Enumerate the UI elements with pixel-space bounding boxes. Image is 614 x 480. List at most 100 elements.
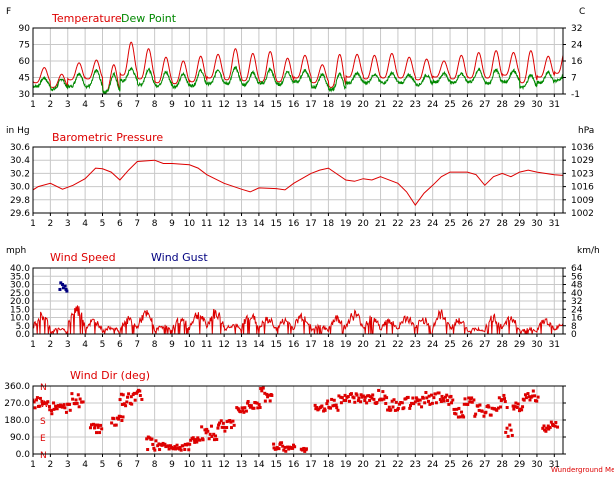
wind-direction-point	[399, 400, 403, 404]
wind-direction-point	[33, 398, 35, 402]
wind-direction-point	[370, 396, 374, 400]
wind-direction-point	[81, 400, 85, 404]
wind-direction-point	[492, 407, 496, 411]
x-tick-label: 21	[375, 460, 386, 470]
temperature-yticks-right: 32 24 16 7 -1	[571, 24, 583, 100]
x-tick-label: 14	[253, 460, 265, 470]
x-tick-label: 19	[340, 100, 352, 110]
wind-direction-point	[212, 438, 216, 442]
wind-direction-point	[328, 406, 332, 410]
pressure-chart: in Hg Barometric Pressure hPa 30.630.430…	[6, 126, 594, 229]
wind-direction-point	[55, 407, 59, 411]
x-tick-label: 8	[152, 219, 158, 229]
x-tick-label: 29	[514, 100, 526, 110]
x-tick-label: 3	[65, 340, 71, 350]
wind-direction-point	[533, 394, 537, 398]
wind-direction-point	[217, 423, 221, 427]
wind-direction-point	[35, 396, 39, 400]
x-tick-label: 27	[479, 219, 490, 229]
y-tick-label-left: 40.0	[10, 264, 30, 274]
wind-direction-point	[505, 426, 509, 430]
wind-direction-compass-labels: NWSEN	[40, 383, 49, 461]
x-tick-label: 12	[218, 100, 229, 110]
wind-direction-point	[466, 402, 470, 406]
wind-direction-point	[336, 408, 340, 412]
wind-direction-point	[447, 402, 451, 406]
wind-direction-point	[556, 425, 560, 429]
wind-direction-point	[113, 423, 117, 427]
wind-direction-point	[209, 424, 213, 428]
wind-direction-point	[470, 400, 474, 404]
wind-direction-point	[130, 402, 134, 406]
x-tick-label: 30	[531, 460, 543, 470]
x-tick-label: 23	[410, 340, 421, 350]
pressure-yticks-left: 30.6 30.4 30.2 30.0 29.8 29.6	[10, 143, 30, 219]
wind-direction-point	[205, 427, 209, 431]
wind-direction-point	[208, 432, 212, 436]
x-tick-label: 11	[201, 340, 212, 350]
wind-direction-point	[232, 423, 236, 427]
wind-direction-point	[417, 402, 421, 406]
wind-direction-point	[455, 407, 459, 411]
wind-direction-point	[383, 394, 387, 398]
x-tick-label: 11	[201, 460, 212, 470]
wind-direction-point	[78, 397, 82, 401]
wind-direction-point	[426, 399, 430, 403]
wind-direction-point	[381, 390, 385, 394]
x-tick-label: 20	[357, 460, 369, 470]
wind-direction-point	[177, 447, 181, 451]
wind-direction-point	[500, 398, 504, 402]
wind-direction-point	[473, 414, 477, 418]
wind-direction-point	[332, 398, 336, 402]
wind-direction-point	[216, 426, 220, 430]
wind-direction-point	[406, 395, 410, 399]
wind-direction-point	[503, 397, 507, 401]
wind-direction-point	[420, 405, 424, 409]
y-tick-label-left: 30.6	[10, 143, 30, 153]
wind-direction-point	[430, 401, 434, 405]
wind-direction-point	[390, 399, 394, 403]
wind-direction-point	[437, 391, 441, 395]
wind-direction-point	[487, 405, 491, 409]
wind-direction-point	[337, 394, 341, 398]
x-tick-label: 5	[100, 219, 106, 229]
wind-direction-point	[357, 396, 361, 400]
x-tick-label: 4	[82, 100, 88, 110]
wind-direction-point	[361, 394, 365, 398]
y-tick-label-right: 16	[571, 314, 583, 324]
wind-direction-point	[531, 394, 535, 398]
x-tick-label: 4	[82, 340, 88, 350]
x-tick-label: 23	[410, 219, 421, 229]
wind-direction-point	[326, 399, 330, 403]
x-tick-label: 8	[152, 100, 158, 110]
wind-direction-point	[240, 406, 244, 410]
y-tick-label-right: 16	[571, 57, 583, 67]
wind-direction-point	[545, 426, 549, 430]
wind-direction-point	[145, 437, 149, 441]
x-tick-label: 2	[48, 460, 54, 470]
x-tick-label: 12	[218, 460, 229, 470]
wind-direction-point	[263, 391, 267, 395]
x-tick-label: 28	[496, 219, 508, 229]
x-tick-label: 5	[100, 100, 106, 110]
wind-direction-point	[343, 393, 347, 397]
dewpoint-title: Dew Point	[121, 12, 177, 25]
wind-direction-point	[169, 444, 173, 448]
x-tick-label: 5	[100, 340, 106, 350]
y-tick-label-left: 30.2	[10, 169, 30, 179]
wind-direction-point	[423, 401, 427, 405]
x-tick-label: 24	[427, 340, 439, 350]
x-tick-label: 7	[134, 100, 140, 110]
wind-direction-point	[112, 417, 116, 421]
wind-direction-point	[552, 424, 556, 428]
x-tick-label: 29	[514, 219, 526, 229]
wind-speed-xticks: 1 2 3 4 5 6 7 8 9 10 11 12 13 14 15 16 17 18 19 20 21 22 23 24 2…	[30, 340, 560, 350]
x-tick-label: 3	[65, 100, 71, 110]
wind-direction-point	[266, 395, 270, 399]
wind-direction-point	[445, 393, 449, 397]
wind-speed-yticks-left: 40.035.030.025.020.015.010.05.00.0	[10, 264, 30, 340]
x-tick-label: 6	[117, 100, 123, 110]
wind-direction-point	[408, 406, 412, 410]
wind-direction-point	[438, 398, 442, 402]
wind-direction-point	[223, 429, 227, 433]
